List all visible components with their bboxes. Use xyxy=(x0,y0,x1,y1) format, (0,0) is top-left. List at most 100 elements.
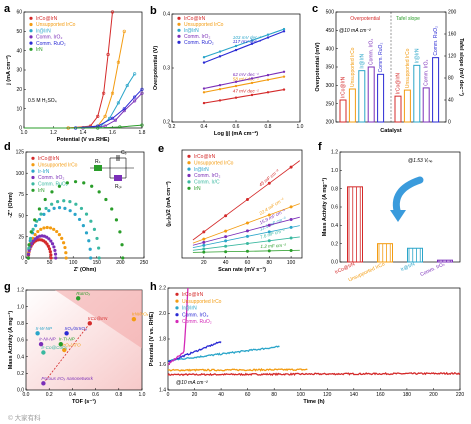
activity-point-label: Porous IrOₓ nanonetwork xyxy=(41,376,93,381)
nyquist-point xyxy=(61,241,66,245)
y-tick-label: 75 xyxy=(18,192,24,198)
legend-label: Unsupported IrCo xyxy=(38,162,78,168)
lsv-marker xyxy=(116,101,120,105)
y-tick-label: 2.0 xyxy=(159,311,166,317)
tafel-point xyxy=(218,99,222,102)
y-tick-label: 30 xyxy=(16,68,22,74)
x-tick-label: 200 xyxy=(116,260,125,266)
tafel-point xyxy=(282,75,286,78)
lsv-marker xyxy=(110,91,115,95)
y-tick-label: 0.2 xyxy=(163,120,170,126)
nyquist-point xyxy=(47,247,52,251)
overpotential-bar xyxy=(339,99,347,123)
y-tick-label: 0.2 xyxy=(331,241,338,247)
cdl-point xyxy=(267,249,271,253)
circuit-cdl-label: Cₑ xyxy=(121,150,127,156)
activity-point-label: IrNi/IrOₓ xyxy=(132,312,149,317)
panel-label-d: d xyxy=(4,141,11,153)
cdl-point xyxy=(289,225,293,229)
circuit-rct-resistor xyxy=(114,175,122,181)
cdl-point xyxy=(289,217,293,221)
nyquist-point xyxy=(31,227,35,231)
nyquist-point xyxy=(63,245,67,250)
lsv-marker xyxy=(140,87,144,91)
nyquist-point xyxy=(38,234,42,238)
tafel-point xyxy=(202,56,206,59)
cdl-label: 1.2 mF cm⁻² xyxy=(260,243,286,249)
y-tick-label: 200 xyxy=(326,120,335,126)
x-tick-label: 140 xyxy=(350,392,359,398)
x-tick-label: 100 xyxy=(297,392,306,398)
x-tick-label: 0.6 xyxy=(92,392,99,398)
panel-a-lsv: 1.0 1.2 1.4 1.6 1.8 0 10 20 30 40 50 60 Potential (V… xyxy=(5,10,146,143)
x-tick-label: 60 xyxy=(245,392,251,398)
y-tick-label: 0.6 xyxy=(17,338,24,344)
tafel-point xyxy=(202,87,206,90)
lsv-marker xyxy=(113,118,118,122)
tafel-point xyxy=(266,91,270,94)
panel-label-g: g xyxy=(4,281,11,293)
panel-e-cdl: 20 40 60 80 100 Scan rate (mV s⁻¹) (jₐ-jₒ)/2 (… xyxy=(165,149,303,273)
y-tick-label: 1.0 xyxy=(17,304,24,310)
panel-b-tafel: 0.2 0.4 0.6 0.8 1.0 0.2 0.3 0.4 Log |j| (mA cm⁻²… xyxy=(153,12,304,137)
tafel-point xyxy=(234,80,238,84)
legend-label: Unsupported IrCo xyxy=(194,160,234,166)
legend-label: Comm. IrO₂ xyxy=(38,175,64,181)
y-tick-label: 1.2 xyxy=(17,288,24,294)
legend-swatch xyxy=(187,167,191,171)
nyquist-point xyxy=(63,206,67,210)
y-tick-label: 1.2 xyxy=(331,150,338,156)
cdl-point xyxy=(202,247,206,251)
nyquist-point xyxy=(57,206,62,210)
legend-label: IrCo@IrN xyxy=(38,156,60,162)
cdl-point xyxy=(245,229,249,233)
nyquist-point xyxy=(97,256,101,260)
nyquist-point xyxy=(27,243,31,247)
legend-label: IrCo@IrN xyxy=(182,292,204,298)
nyquist-point xyxy=(73,212,77,216)
cdl-point xyxy=(245,234,249,238)
nyquist-point xyxy=(88,247,92,251)
activity-point-label: Ir-W-NP xyxy=(36,326,53,331)
nyquist-point xyxy=(28,236,33,241)
legend-swatch xyxy=(175,292,179,296)
activity-point xyxy=(41,350,46,355)
y-tick-label: 0.8 xyxy=(17,321,24,327)
legend-swatch xyxy=(187,161,191,165)
legend-label: Comm. RuO₂ xyxy=(36,41,66,47)
trend-arrow-body xyxy=(392,176,424,218)
cdl-point xyxy=(224,235,228,239)
nyquist-point xyxy=(50,190,54,194)
panel-f-mass-activity: 0.0 0.2 0.4 0.6 0.8 1.0 1.2 Mass Activity (A mg… xyxy=(321,150,461,283)
legend-swatch xyxy=(177,22,181,26)
nyquist-point xyxy=(53,252,58,256)
lsv-marker xyxy=(103,114,107,118)
cdl-point xyxy=(289,205,293,209)
tafel-point xyxy=(218,55,222,58)
legend-swatch xyxy=(175,313,179,317)
panel-label-f: f xyxy=(318,141,322,153)
nyquist-point xyxy=(29,242,34,246)
legend-label: Comm. RuO₂ xyxy=(184,40,214,46)
x-tick-label: 180 xyxy=(403,392,412,398)
nyquist-point xyxy=(81,224,85,228)
y-tick-label: 1.6 xyxy=(159,362,166,368)
y-tick-label: 50 xyxy=(18,213,24,219)
legend-label: Comm. IrO₂ xyxy=(36,35,62,41)
y-tick-label: 500 xyxy=(326,10,335,16)
cdl-point xyxy=(267,213,271,217)
lsv-marker xyxy=(122,107,126,111)
tafel-point xyxy=(250,42,254,46)
nyquist-point xyxy=(37,217,42,222)
x-tick-label: 1.0 xyxy=(139,392,146,398)
lsv-marker xyxy=(140,123,144,127)
panel-h-stability: 0 20 40 60 80 100 120 140 160 180 200 220 1.4 1.6 1.8 2… xyxy=(149,286,464,405)
nyquist-point xyxy=(50,202,54,206)
tafel-bar-label: Unsupported IrCo xyxy=(405,48,411,88)
legend-label: IrCo@IrN xyxy=(184,16,206,22)
y-tick-label: 1.8 xyxy=(159,337,166,343)
tafel-bar-label: Ir@IrN xyxy=(414,48,420,63)
overpotential-bar-label: Comm. IrO₂ xyxy=(369,39,375,65)
legend-label: Comm. IrO₂ xyxy=(184,34,210,40)
x-tick-label: 0.8 xyxy=(265,124,272,130)
